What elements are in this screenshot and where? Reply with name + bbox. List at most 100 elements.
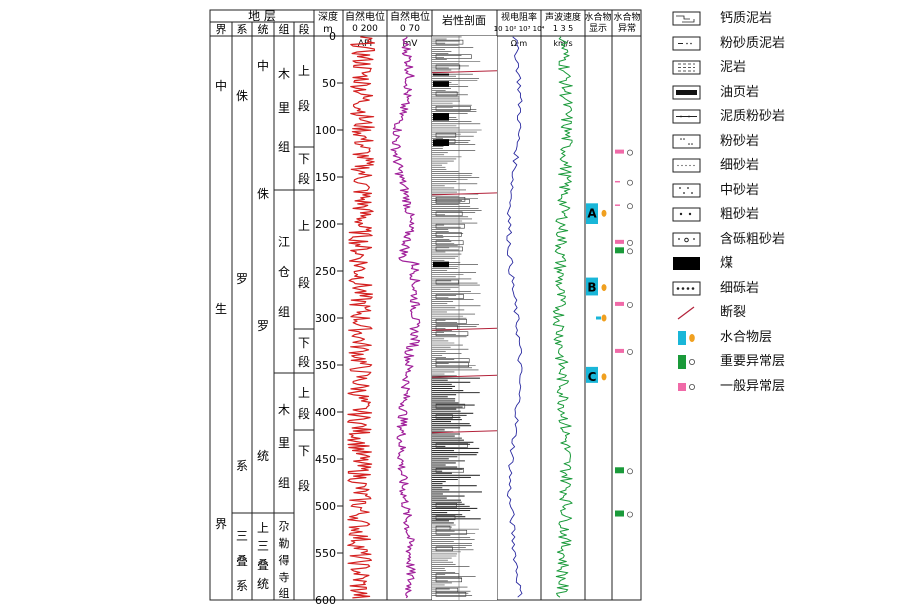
era-char: 界 [215,517,227,531]
member-char: 上 [298,386,310,400]
legend-item: 泥质粉砂岩 [672,106,892,130]
legend-item: 水合物层 [672,327,892,351]
member-char: 段 [298,406,310,421]
system-char: 叠 [236,554,248,568]
series-char: 中 [257,58,269,73]
lith-bed-box [435,362,469,368]
legend-label: 粉砂岩 [720,133,760,149]
depth-tick-label: 600 [315,594,336,607]
lith-bed-box [435,39,464,45]
legend-item: 粉砂岩 [672,131,892,155]
lith-bed-box [435,503,457,508]
series-char: 侏 [257,187,269,201]
coal-bed [433,81,449,87]
legend-label: 细砂岩 [720,158,760,173]
depth-tick-label: 250 [315,265,336,278]
col-era: 界 [216,23,227,36]
formation-char: 组 [279,586,290,600]
lith-bed-box [435,64,461,70]
gr-title: 自然电位 [345,10,385,23]
anomaly-icon [627,301,633,308]
vel-curve [552,36,573,598]
depth-title: 深度 [318,10,338,23]
depth-tick-label: 0 [329,30,336,43]
lith-bed-box [435,515,456,521]
legend-label: 粗砂岩 [720,207,760,222]
flame-icon [601,314,607,322]
depth-tick-label: 200 [315,218,336,231]
lith-bed-box [435,199,470,204]
flame-icon [601,284,607,292]
legend-item: 重要异常层 [672,351,892,375]
col-series: 统 [258,23,269,36]
sp-scale: 0 70 [400,24,420,34]
fault-line [431,192,498,196]
lith-bed-box [435,331,469,337]
legend-label: 一般异常层 [720,378,786,394]
oil-shale-icon [672,85,701,99]
lith-bed-box [435,91,458,97]
formation-char: 组 [278,140,290,154]
fault-line [431,70,498,74]
anomaly-mark [615,510,624,517]
depth-tick-label: 100 [315,124,336,137]
silty-mudstone-icon [672,36,701,50]
legend-item: 钙质泥岩 [672,8,892,32]
formation-char: 尕 [279,520,290,533]
depth-tick-label: 400 [315,406,336,419]
member-char: 上 [298,64,310,78]
lith-bed-box [435,467,464,473]
res-scale: 10 10² 10³ 10⁴ [494,25,545,33]
member-char: 下 [298,444,310,458]
hydrate-trace [596,316,601,320]
formation-char: 组 [278,305,290,319]
hydrate-zone-label: A [587,206,597,220]
vel-scale: 1 3 5 [553,24,573,33]
era-char: 中 [215,78,227,93]
hydrate-zone [586,366,598,383]
hydrate-zone [586,203,598,224]
member-char: 段 [298,275,310,290]
log-frame [209,9,642,601]
lith-bed-box [435,319,467,324]
member-char: 段 [298,478,310,493]
coal-bed [433,139,449,146]
anomaly-mark [615,301,624,306]
coal-bed [433,113,449,121]
anomaly-icon [627,348,633,355]
legend-label: 泥质粉砂岩 [720,109,786,124]
legend-item: 含砾粗砂岩 [672,229,892,253]
anomaly-mark [615,180,620,183]
res-unit: Ω·m [511,39,528,48]
legend-item: 中砂岩 [672,180,892,204]
depth-tick-label: 300 [315,312,336,325]
fault-icon [677,306,695,320]
lith-bed-box [435,529,468,535]
legend-label: 泥岩 [720,60,747,75]
lithology-column [432,36,497,600]
legend-label: 重要异常层 [720,354,786,369]
legend-item: 油页岩 [672,82,892,106]
anomaly-icon [627,203,633,210]
coarse-sandstone-icon [672,207,701,222]
lith-bed-box [435,443,468,448]
anom-title: 水合物 [613,11,640,23]
gr-scale: 0 200 [352,24,378,34]
legend-item: 泥岩 [672,57,892,81]
member-char: 上 [298,219,310,233]
sp-title: 自然电位 [390,10,430,23]
formation-char: 江 [278,235,290,249]
strata-title: 地 层 [248,9,276,23]
siltstone-icon [672,134,701,148]
lith-title: 岩性剖面 [442,13,486,27]
sp-unit: mV [403,39,419,49]
lith-bed-box [435,106,471,111]
fine-conglomerate-icon [672,281,701,295]
anomaly-icon [627,468,633,475]
legend-label: 水合物层 [720,329,773,345]
member-char: 下 [298,152,310,166]
lith-bed-box [435,591,467,597]
series-char: 三 [257,539,269,553]
col-member: 段 [299,22,310,36]
legend-item: 细砂岩 [672,155,892,179]
